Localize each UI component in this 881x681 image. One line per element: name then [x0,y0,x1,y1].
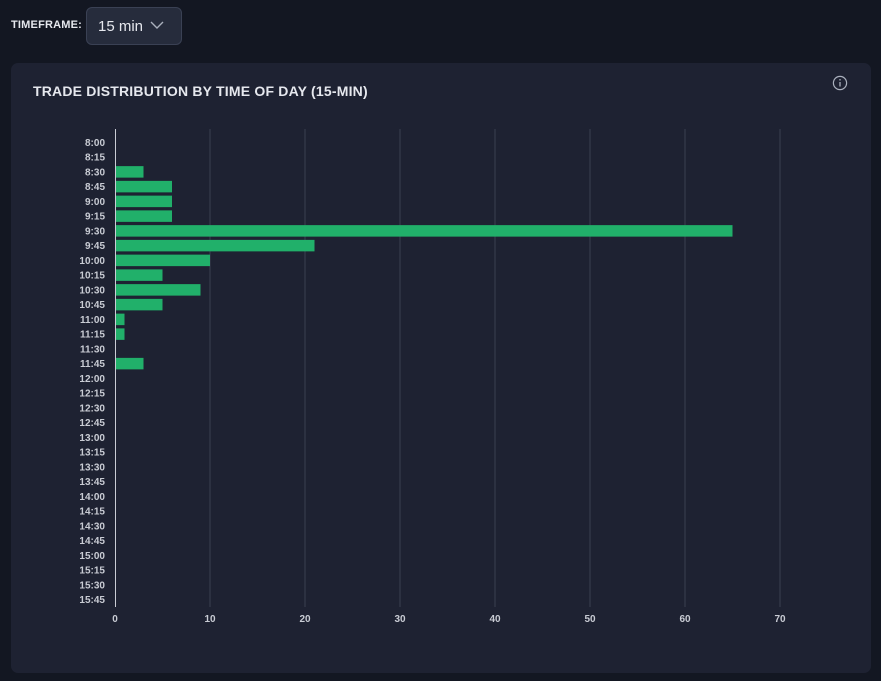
y-tick-label: 14:30 [79,521,105,532]
y-tick-label: 12:00 [79,374,105,385]
y-tick-label: 14:15 [79,507,105,518]
trade-distribution-chart: 8:00 8:15 8:30 8:45 9:00 9:15 9:30 9:45 10:00 10:… [79,129,786,625]
bar [115,313,125,326]
y-tick-label: 11:15 [80,330,105,341]
y-tick-label: 14:45 [79,536,105,547]
y-tick-label: 10:00 [79,256,105,267]
info-icon[interactable] [832,75,848,91]
x-tick-label: 30 [394,614,406,625]
bar [115,284,201,296]
y-tick-label: 8:15 [85,153,105,164]
x-tick-label: 70 [774,614,786,625]
y-tick-label: 8:00 [85,138,105,149]
x-tick-label: 50 [584,614,596,625]
y-tick-label: 10:45 [79,300,105,311]
toolbar: TIMEFRAME: 15 min [0,0,881,52]
y-tick-label: 12:15 [79,389,105,400]
bar [115,239,315,252]
bar [115,269,163,281]
chart-card: TRADE DISTRIBUTION BY TIME OF DAY (15-MI… [11,63,871,673]
y-tick-label: 13:45 [79,477,105,488]
chevron-down-icon [150,21,164,29]
y-tick-label: 10:30 [79,285,105,296]
y-tick-label: 15:00 [79,551,105,562]
x-tick-label: 0 [112,614,118,625]
bar [115,210,172,222]
timeframe-selected-value: 15 min [98,17,144,35]
timeframe-select[interactable]: 15 min [86,7,182,45]
y-tick-label: 9:45 [85,241,105,252]
y-tick-label: 15:15 [79,566,105,577]
bar [115,180,172,193]
bar [115,328,125,340]
y-tick-label: 8:30 [85,167,105,178]
x-tick-label: 40 [489,614,501,625]
y-tick-label: 9:30 [85,226,105,237]
y-tick-label: 12:45 [79,418,105,429]
y-tick-label: 11:30 [80,344,105,355]
bar [115,298,163,311]
y-tick-label: 8:45 [85,182,105,193]
y-tick-label: 11:45 [80,359,105,370]
y-tick-label: 10:15 [79,271,105,282]
y-tick-label: 13:15 [79,448,105,459]
bar [115,166,144,178]
bar [115,195,172,208]
y-tick-label: 12:30 [79,403,105,414]
bar [115,254,210,267]
bar [115,357,144,370]
y-tick-label: 13:30 [79,462,105,473]
x-tick-label: 20 [299,614,311,625]
y-tick-label: 11:00 [80,315,105,326]
y-tick-label: 9:00 [85,197,105,208]
y-tick-label: 15:45 [79,595,105,606]
y-tick-label: 13:00 [79,433,105,444]
x-tick-label: 60 [679,614,691,625]
y-tick-label: 15:30 [79,580,105,591]
bar [115,225,733,237]
timeframe-label: TIMEFRAME: [11,19,83,31]
y-tick-label: 14:00 [79,492,105,503]
x-tick-label: 10 [204,614,216,625]
chart-title: TRADE DISTRIBUTION BY TIME OF DAY (15-MI… [33,83,368,99]
y-tick-label: 9:15 [85,212,105,223]
